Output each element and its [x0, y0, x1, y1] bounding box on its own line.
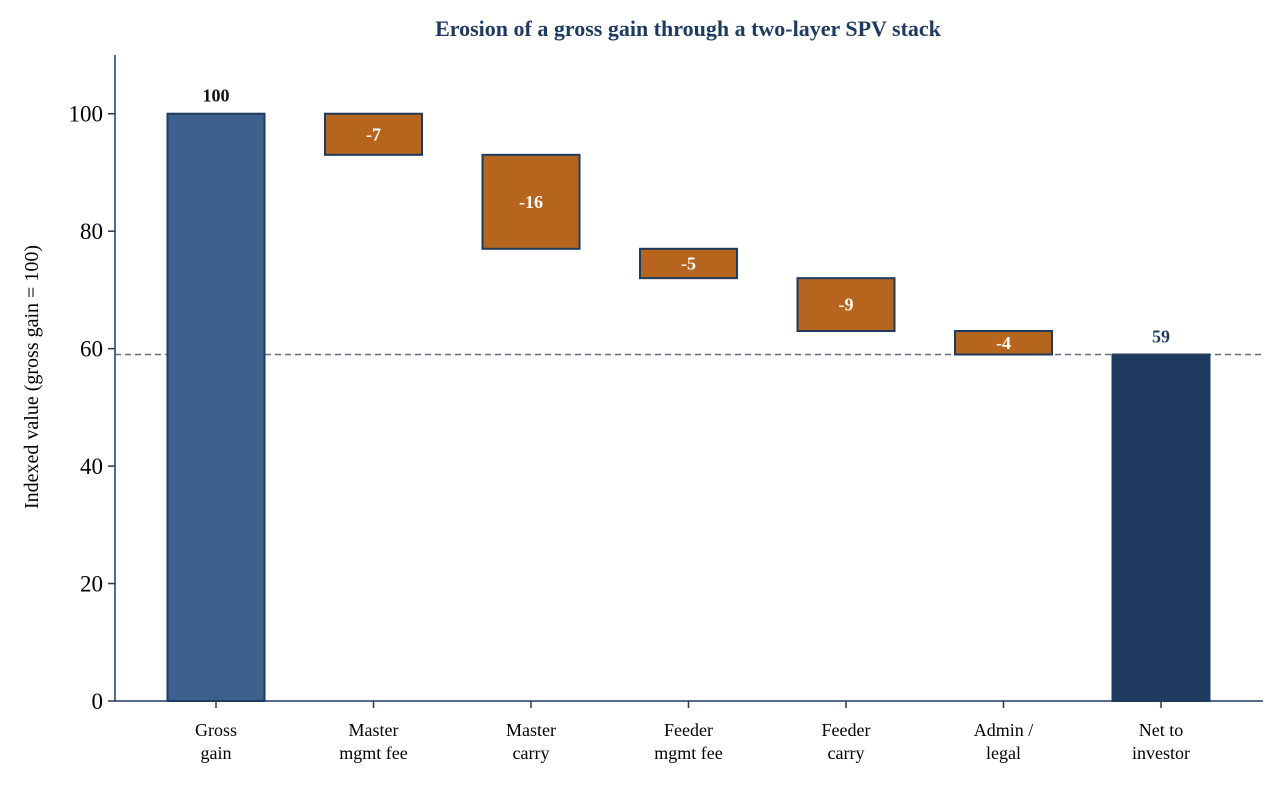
x-tick-label: Admin / legal [974, 720, 1034, 763]
y-tick-label: 40 [80, 454, 103, 479]
y-tick-label: 80 [80, 219, 103, 244]
data-label: -4 [996, 333, 1011, 353]
data-label: 59 [1152, 327, 1170, 347]
x-tick-label: Master mgmt fee [339, 720, 407, 763]
bar-decrease [639, 247, 738, 280]
data-labels-layer: 100 -7 -16 -5 -9 -4 59 [203, 86, 1171, 353]
data-label: -16 [519, 192, 543, 212]
data-label: -7 [366, 124, 381, 144]
y-axis-label: Indexed value (gross gain = 100) [21, 245, 43, 509]
bars-layer [166, 112, 1211, 702]
data-label: -9 [839, 295, 854, 315]
bar-decrease [954, 330, 1053, 356]
data-label: 100 [203, 86, 230, 106]
x-tick-label: Gross gain [195, 720, 237, 763]
y-ticks-layer: 0 20 40 60 80 100 [69, 102, 115, 714]
bar-decrease [324, 112, 423, 156]
x-tick-label: Feeder mgmt fee [654, 720, 722, 763]
x-tick-label: Net to investor [1132, 720, 1190, 763]
y-tick-label: 0 [92, 689, 104, 714]
data-label: -5 [681, 253, 696, 273]
x-tick-label: Master carry [506, 720, 556, 763]
chart-title: Erosion of a gross gain through a two-la… [435, 16, 942, 41]
y-tick-label: 60 [80, 337, 103, 362]
x-ticks-layer: Gross gain Master mgmt fee Master carry Feeder… [195, 701, 1190, 763]
y-tick-label: 20 [80, 572, 103, 597]
bar-net [1111, 353, 1211, 702]
bar-total [166, 112, 266, 702]
x-tick-label: Feeder carry [822, 720, 871, 763]
y-tick-label: 100 [69, 102, 104, 127]
axes-layer [114, 55, 1263, 702]
bar-decrease [796, 277, 896, 333]
bar-decrease [481, 153, 581, 250]
